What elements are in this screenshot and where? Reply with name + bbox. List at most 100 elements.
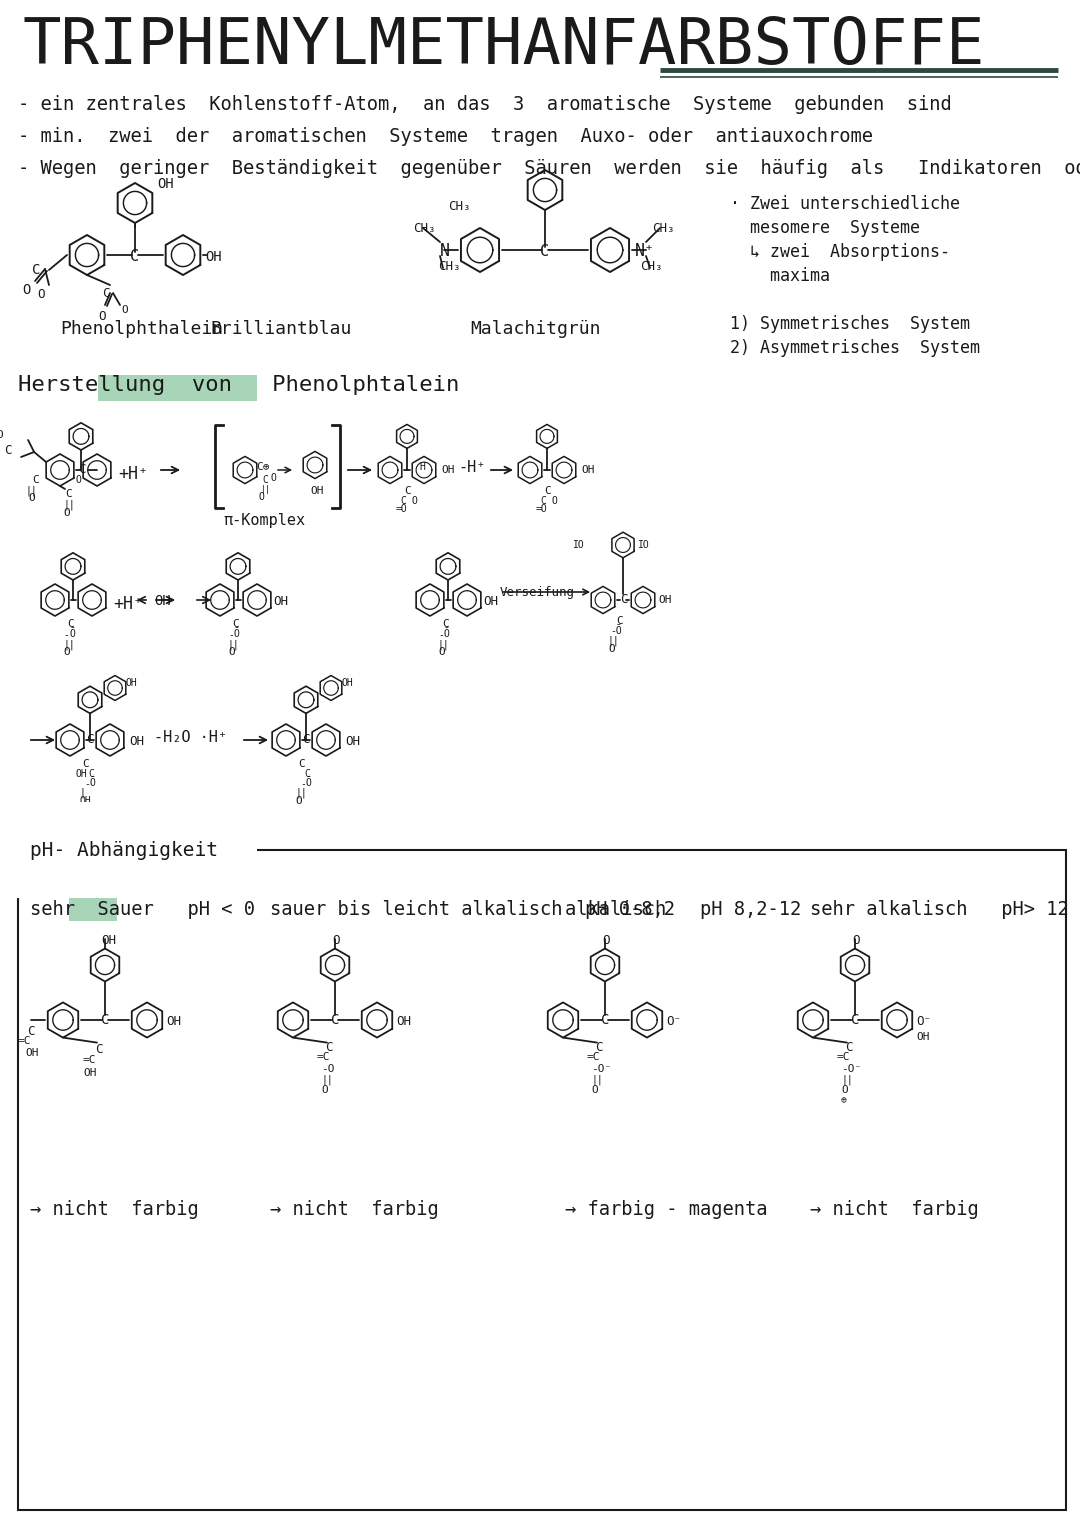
Text: C: C — [303, 770, 310, 779]
Text: sauer bis leicht alkalisch  pH 0-8,2: sauer bis leicht alkalisch pH 0-8,2 — [270, 899, 675, 919]
Text: -: - — [300, 779, 306, 789]
Text: C: C — [595, 1040, 603, 1054]
Text: C: C — [4, 444, 12, 457]
Text: C: C — [27, 1025, 35, 1038]
Text: π-Komplex: π-Komplex — [222, 513, 306, 528]
Text: O: O — [321, 1084, 327, 1095]
Text: OH: OH — [154, 594, 171, 608]
Text: C: C — [86, 733, 94, 747]
Text: O: O — [332, 935, 339, 947]
Text: O: O — [608, 643, 615, 654]
Text: C: C — [851, 1012, 860, 1028]
Text: O: O — [0, 431, 3, 440]
Text: CH₃: CH₃ — [448, 200, 471, 212]
Text: OH: OH — [125, 678, 137, 689]
Text: C: C — [32, 263, 40, 276]
Text: C: C — [404, 486, 410, 496]
Text: OH: OH — [205, 250, 221, 264]
Text: -: - — [228, 631, 234, 640]
Text: O: O — [98, 310, 106, 324]
Text: C: C — [616, 615, 623, 626]
Text: - min.  zwei  der  aromatischen  Systeme  tragen  Auxo- oder  antiauxochrome: - min. zwei der aromatischen Systeme tra… — [18, 127, 873, 147]
Text: O: O — [37, 289, 44, 301]
Text: Ō: Ō — [306, 777, 312, 788]
Text: OH: OH — [166, 1015, 181, 1028]
Text: N: N — [440, 241, 450, 260]
Text: -: - — [84, 779, 90, 789]
Text: C: C — [82, 759, 89, 770]
Text: -: - — [438, 631, 444, 640]
Text: OH: OH — [341, 678, 353, 689]
Text: O: O — [75, 475, 81, 486]
Text: O: O — [63, 508, 70, 518]
Text: -O: -O — [321, 1064, 335, 1073]
Text: ||: || — [591, 1075, 603, 1086]
Text: C: C — [330, 1012, 339, 1028]
Text: C: C — [78, 463, 85, 476]
Text: C: C — [600, 1012, 609, 1028]
Text: CH₃: CH₃ — [438, 260, 460, 273]
Text: =O: =O — [536, 504, 548, 513]
Text: O: O — [28, 493, 35, 502]
Text: ||: || — [63, 499, 75, 510]
Text: ||: || — [228, 638, 240, 649]
Text: -O⁻: -O⁻ — [591, 1064, 611, 1073]
Text: OH: OH — [129, 734, 144, 748]
Text: OH: OH — [917, 1032, 930, 1041]
Text: IO: IO — [573, 541, 584, 550]
FancyBboxPatch shape — [98, 376, 257, 402]
Text: OH: OH — [102, 935, 116, 947]
Text: O: O — [121, 305, 127, 315]
Text: mesomere  Systeme: mesomere Systeme — [730, 218, 920, 237]
Text: → farbig - magenta: → farbig - magenta — [565, 1200, 768, 1219]
Text: 2) Asymmetrisches  System: 2) Asymmetrisches System — [730, 339, 980, 357]
Text: O: O — [258, 492, 265, 502]
Text: H: H — [419, 463, 424, 472]
Text: OH: OH — [345, 734, 360, 748]
Text: O: O — [602, 935, 609, 947]
Text: C: C — [620, 592, 627, 606]
Text: O: O — [852, 935, 860, 947]
Text: C: C — [232, 618, 239, 629]
Text: Verseifung: Verseifung — [500, 586, 575, 599]
Text: OH: OH — [79, 796, 91, 806]
Text: -: - — [63, 631, 69, 640]
Text: Ō: Ō — [69, 629, 75, 638]
Text: -O⁻: -O⁻ — [841, 1064, 861, 1073]
Text: C: C — [102, 1012, 109, 1028]
Text: O: O — [411, 496, 417, 505]
Text: ||: || — [841, 1075, 853, 1086]
Text: =C: =C — [17, 1035, 31, 1046]
Text: OH: OH — [581, 466, 594, 475]
Text: Malachitgrün: Malachitgrün — [470, 321, 600, 337]
Text: OH: OH — [310, 486, 324, 496]
Text: CH₃: CH₃ — [413, 221, 435, 235]
Text: → nicht  farbig: → nicht farbig — [810, 1200, 978, 1219]
Text: OH: OH — [273, 596, 288, 608]
Text: O: O — [438, 647, 445, 657]
Text: C: C — [325, 1040, 333, 1054]
Text: C⊕: C⊕ — [257, 463, 270, 472]
Text: alkalisch   pH 8,2-12: alkalisch pH 8,2-12 — [565, 899, 801, 919]
Text: O: O — [228, 647, 234, 657]
Text: pH- Abhängigkeit: pH- Abhängigkeit — [30, 840, 218, 860]
Text: Ō: Ō — [444, 629, 450, 638]
Text: +H⁺: +H⁺ — [118, 466, 148, 483]
Text: ||: || — [438, 638, 449, 649]
Text: Brilliantblau: Brilliantblau — [210, 321, 351, 337]
Text: ||: || — [25, 486, 37, 495]
Text: - ein zentrales  Kohlenstoff-Atom,  an das  3  aromatische  Systeme  gebunden  s: - ein zentrales Kohlenstoff-Atom, an das… — [18, 95, 951, 115]
Text: C: C — [302, 733, 310, 747]
Text: O: O — [591, 1084, 597, 1095]
Text: C: C — [400, 496, 406, 505]
Text: Ō: Ō — [90, 777, 96, 788]
Text: 1) Symmetrisches  System: 1) Symmetrisches System — [730, 315, 970, 333]
Text: =C: =C — [588, 1052, 600, 1061]
Text: =O: =O — [396, 504, 408, 513]
Text: TRIPHENYLMETHANFARBSTOFFE: TRIPHENYLMETHANFARBSTOFFE — [22, 15, 985, 76]
Text: → nicht  farbig: → nicht farbig — [270, 1200, 438, 1219]
Text: O: O — [63, 647, 70, 657]
Text: C: C — [32, 475, 39, 486]
Text: OH: OH — [83, 1067, 96, 1078]
Text: O⁻: O⁻ — [666, 1015, 681, 1028]
